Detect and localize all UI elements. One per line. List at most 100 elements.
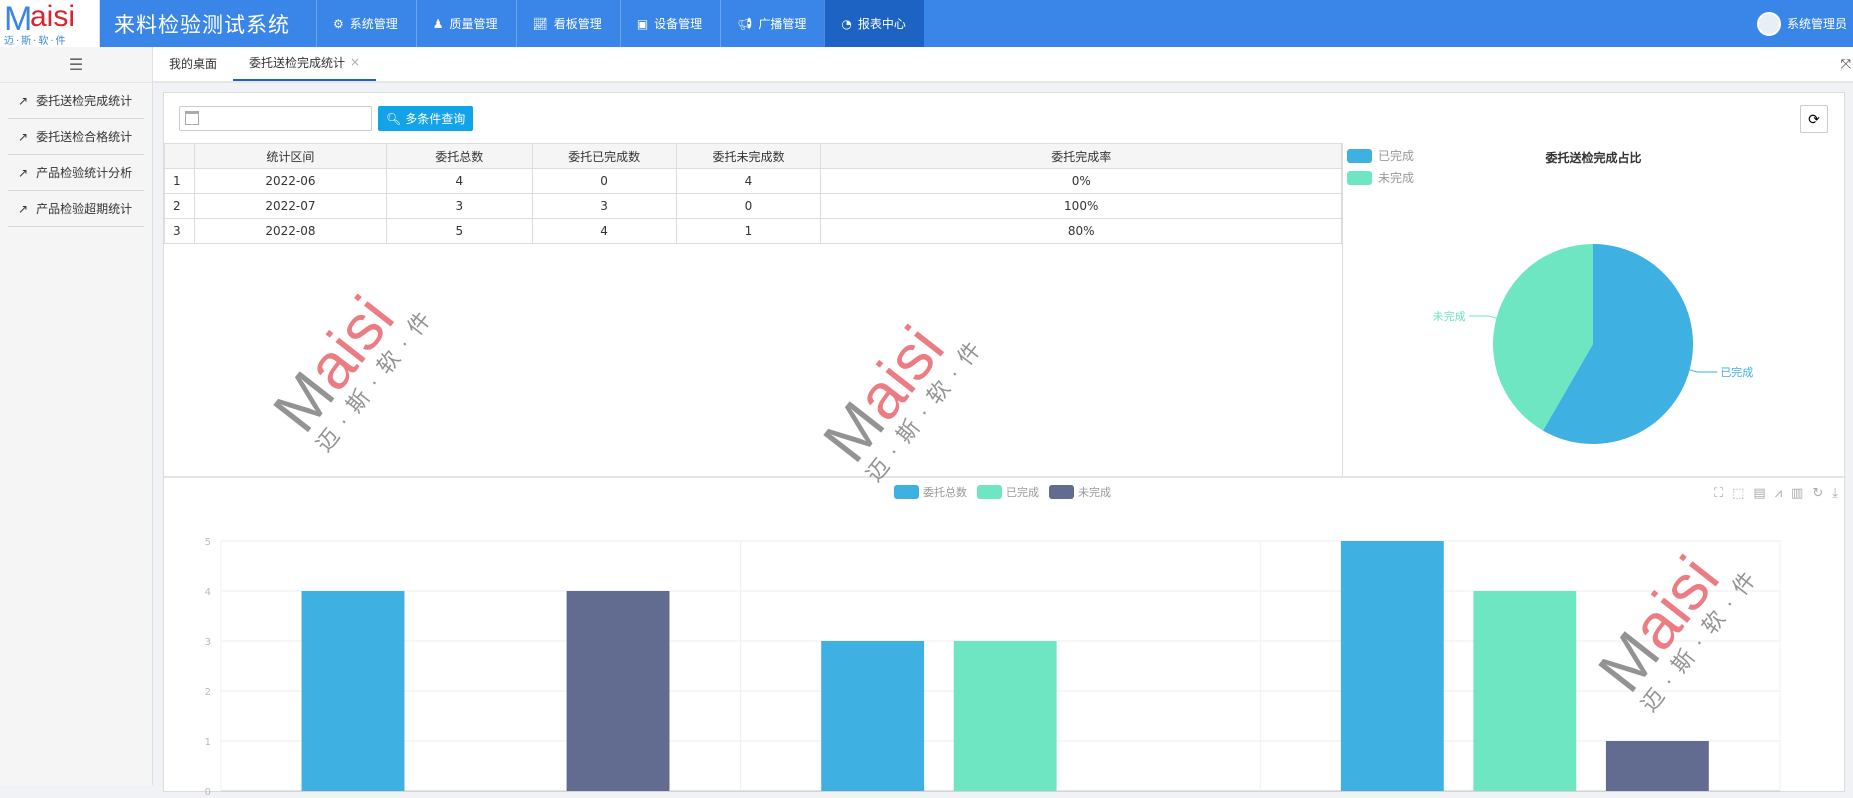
legend-label: 未完成 — [1378, 171, 1415, 185]
nav-label: 广播管理 — [758, 17, 807, 31]
nav-item-4[interactable]: 📢︎ 广播管理 — [720, 0, 824, 47]
nav-label: 报表中心 — [857, 17, 906, 31]
table-row[interactable]: 1 2022-06 4 0 4 0% — [164, 168, 1342, 194]
nav-label: 设备管理 — [654, 17, 703, 31]
legend-swatch — [977, 485, 1002, 499]
table-cell: 0 — [675, 193, 822, 219]
pie-slice[interactable] — [1493, 244, 1593, 431]
line-chart-icon: ↗ — [18, 165, 29, 180]
pie-label-line — [1689, 369, 1718, 373]
legend-item-undone[interactable]: 未完成 — [1347, 169, 1414, 186]
bullhorn-icon: 📢︎ — [737, 16, 753, 31]
avatar — [1756, 11, 1781, 36]
table-cell: 0% — [820, 168, 1342, 194]
divider — [164, 476, 1846, 478]
zoom-icon[interactable]: ⛶ — [1714, 486, 1724, 501]
legend-swatch — [1347, 148, 1372, 163]
sidebar-toggle-icon[interactable]: ☰ — [0, 47, 152, 83]
bar-icon[interactable]: ▥ — [1791, 486, 1804, 501]
legend-item[interactable]: 委托总数 — [894, 484, 967, 500]
bar-委托总数[interactable] — [1340, 541, 1444, 791]
user-quality-icon: ♟ — [432, 16, 444, 31]
table-cell: 3 — [531, 193, 677, 219]
y-tick-label: 3 — [205, 637, 211, 648]
table-cell: 80% — [820, 218, 1342, 244]
table-cell: 2022-07 — [193, 193, 387, 219]
line-chart-icon: ↗ — [18, 201, 29, 216]
device-icon: ▣ — [636, 16, 649, 31]
table-cell: 0 — [531, 168, 677, 194]
line-chart-icon: ↗ — [18, 93, 29, 108]
table-cell: 2022-06 — [193, 168, 387, 194]
legend-label: 委托总数 — [923, 486, 967, 499]
stats-table: 统计区间 委托总数 委托已完成数 委托未完成数 委托完成率 1 2022-06 4 0 4 0% 2 2… — [164, 143, 1342, 244]
y-tick-label: 2 — [205, 687, 211, 698]
bar-已完成[interactable] — [1473, 591, 1577, 791]
tab-desktop[interactable]: 我的桌面 — [153, 45, 233, 81]
chart-toolbox: ⛶ ⬚ ▤ ⩘ ▥ ↻ ⤓ — [1714, 486, 1838, 501]
sidebar-item-1[interactable]: ↗ 委托送检合格统计 — [8, 119, 144, 155]
refresh-icon: ⟳ — [1808, 110, 1820, 127]
tab-label: 委托送检完成统计 — [249, 55, 346, 70]
close-icon[interactable]: × — [350, 55, 361, 69]
pie-svg: 已完成 未完成 — [1433, 244, 1753, 444]
pie-label: 未完成 — [1433, 309, 1466, 323]
data-view-icon[interactable]: ▤ — [1753, 486, 1766, 501]
nav-item-3[interactable]: ▣ 设备管理 — [619, 0, 720, 47]
fullscreen-icon[interactable]: ⤧ — [1840, 57, 1851, 72]
date-range-input[interactable] — [179, 106, 372, 131]
sidebar-item-label: 产品检验统计分析 — [36, 166, 133, 180]
nav-label: 质量管理 — [449, 17, 498, 31]
table-cell: 1 — [675, 218, 822, 244]
main-nav: ⚙ 系统管理 ♟ 质量管理 📈︎ 看板管理 ▣ 设备管理 📢︎ 广播管理 ◔ 报表中心 — [316, 0, 924, 47]
sidebar-item-2[interactable]: ↗ 产品检验统计分析 — [8, 155, 144, 191]
bar-已完成[interactable] — [953, 641, 1057, 791]
table-cell: 5 — [385, 218, 533, 244]
nav-item-2[interactable]: 📈︎ 看板管理 — [515, 0, 620, 47]
zoom-reset-icon[interactable]: ⬚ — [1732, 486, 1745, 501]
pie-chart: 委托送检完成占比 已完成 未完成 已完成 未完成 — [1343, 143, 1844, 476]
line-icon[interactable]: ⩘ — [1774, 486, 1783, 501]
user-name: 系统管理员 — [1786, 17, 1847, 31]
legend-swatch — [894, 485, 919, 499]
search-icon: 🔍︎ — [386, 111, 402, 126]
y-tick-label: 0 — [205, 787, 211, 798]
legend-item[interactable]: 已完成 — [977, 484, 1039, 500]
nav-item-5[interactable]: ◔ 报表中心 — [824, 0, 924, 47]
bar-委托总数[interactable] — [821, 641, 925, 791]
legend-item-done[interactable]: 已完成 — [1347, 147, 1414, 164]
refresh-button[interactable]: ⟳ — [1800, 105, 1828, 133]
legend-swatch — [1347, 170, 1372, 185]
bar-chart: 委托总数 已完成 未完成 ⛶ ⬚ ▤ ⩘ ▥ ↻ ⤓ 0 1 2 3 4 5 — [164, 478, 1846, 798]
legend-item[interactable]: 未完成 — [1049, 484, 1111, 500]
table-cell: 4 — [675, 168, 822, 194]
pie-slice[interactable] — [1543, 244, 1693, 444]
y-tick-label: 5 — [205, 537, 211, 548]
table-cell: 3 — [385, 193, 533, 219]
bar-委托总数[interactable] — [301, 591, 405, 791]
restore-icon[interactable]: ↻ — [1812, 486, 1824, 501]
sidebar-item-3[interactable]: ↗ 产品检验超期统计 — [8, 191, 144, 227]
nav-item-0[interactable]: ⚙ 系统管理 — [316, 0, 416, 47]
line-chart-icon: 📈︎ — [532, 16, 548, 31]
tab-completion-stats[interactable]: 委托送检完成统计 × — [233, 45, 377, 81]
pie-label-line — [1468, 315, 1497, 319]
sidebar-item-label: 产品检验超期统计 — [36, 202, 133, 216]
bar-未完成[interactable] — [1605, 741, 1709, 791]
app-title: 来料检验测试系统 — [114, 12, 290, 37]
user-menu[interactable]: 系统管理员 — [1756, 11, 1853, 36]
pie-title: 委托送检完成占比 — [1545, 151, 1642, 165]
table-cell: 2022-08 — [193, 218, 387, 244]
table-row[interactable]: 3 2022-08 5 4 1 80% — [164, 218, 1342, 244]
sidebar-item-0[interactable]: ↗ 委托送检完成统计 — [8, 83, 144, 119]
nav-item-1[interactable]: ♟ 质量管理 — [415, 0, 516, 47]
save-image-icon[interactable]: ⤓ — [1832, 486, 1838, 501]
legend-label: 未完成 — [1078, 486, 1111, 499]
query-button[interactable]: 🔍︎ 多条件查询 — [378, 106, 474, 131]
table-cell: 2 — [164, 193, 195, 219]
sidebar-item-label: 委托送检合格统计 — [36, 130, 133, 144]
table-row[interactable]: 2 2022-07 3 3 0 100% — [164, 193, 1342, 219]
column-header: 统计区间 — [193, 143, 387, 169]
bar-未完成[interactable] — [566, 591, 670, 791]
